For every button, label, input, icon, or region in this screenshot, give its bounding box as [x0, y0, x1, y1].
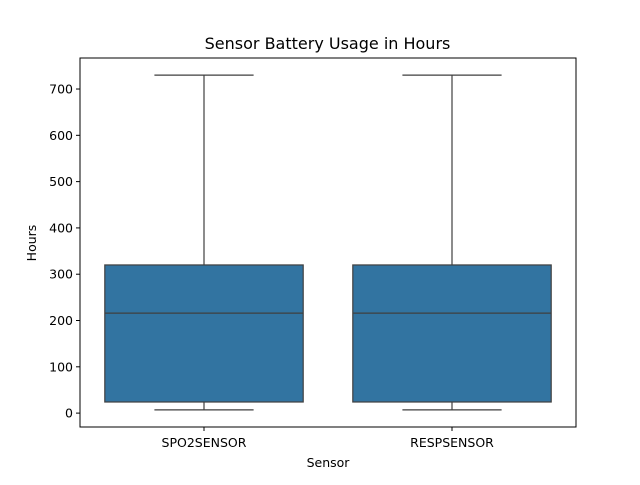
- y-tick-label: 0: [65, 406, 73, 421]
- y-axis-label: Hours: [24, 225, 39, 262]
- x-tick-label: RESPSENSOR: [410, 435, 494, 450]
- chart-title: Sensor Battery Usage in Hours: [205, 34, 451, 53]
- boxes-group: [104, 74, 552, 411]
- y-tick-label: 700: [49, 82, 73, 97]
- box-spo2sensor: [104, 74, 304, 411]
- y-tick-label: 500: [49, 174, 73, 189]
- plot-area: 0 100 200 300 400 500 600 700 SPO2SENSOR RESPSEN…: [49, 57, 577, 450]
- y-tick-label: 400: [49, 220, 73, 235]
- x-tick-label: SPO2SENSOR: [162, 435, 247, 450]
- box-iqr: [104, 264, 304, 403]
- plot-frame: [79, 57, 577, 428]
- y-tick-label: 300: [49, 267, 73, 282]
- y-tick-label: 100: [49, 359, 73, 374]
- x-axis-label: Sensor: [307, 455, 351, 470]
- y-tick-label: 200: [49, 313, 73, 328]
- y-axis: 0 100 200 300 400 500 600 700: [49, 82, 80, 421]
- y-tick-label: 600: [49, 128, 73, 143]
- box-respsensor: [352, 74, 552, 411]
- box-iqr: [352, 264, 552, 403]
- x-axis: SPO2SENSOR RESPSENSOR: [162, 427, 494, 450]
